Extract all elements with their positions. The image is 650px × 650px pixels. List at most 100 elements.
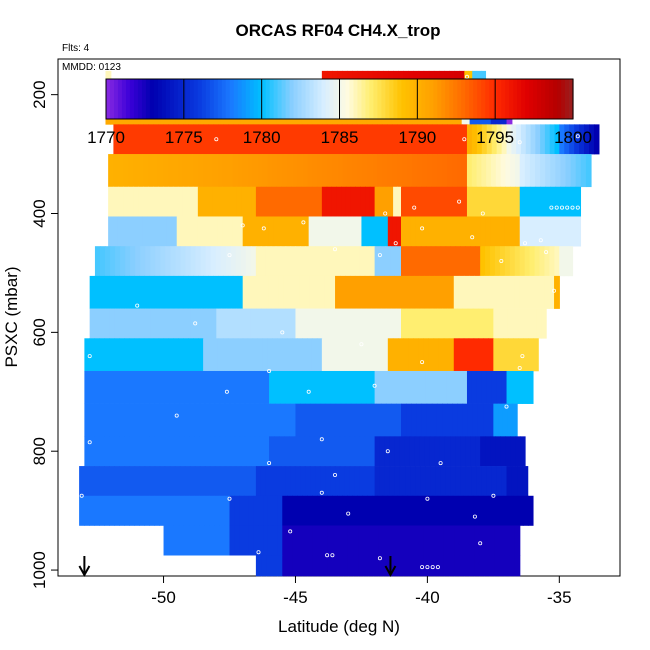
heatmap-cell xyxy=(184,370,190,404)
heatmap-cell xyxy=(157,154,164,188)
heatmap-cell xyxy=(109,495,115,526)
observation-point xyxy=(261,226,266,231)
heatmap-cell xyxy=(119,466,126,497)
heatmap-cell xyxy=(412,495,419,526)
colorbar-cell xyxy=(189,79,195,119)
heatmap-cell xyxy=(165,246,171,277)
heatmap-cell xyxy=(442,495,449,526)
heatmap-cell xyxy=(178,338,184,372)
heatmap-cell xyxy=(409,275,415,309)
heatmap-cell xyxy=(335,275,341,309)
heatmap-cell xyxy=(204,370,210,404)
heatmap-cell xyxy=(372,154,378,188)
heatmap-cell xyxy=(319,275,326,309)
heatmap-cell xyxy=(500,154,506,188)
heatmap-cell xyxy=(344,370,351,404)
heatmap-cell xyxy=(335,246,341,277)
heatmap-cell xyxy=(470,216,476,247)
heatmap-cell xyxy=(388,186,394,217)
heatmap-cell xyxy=(408,338,414,372)
heatmap-cell xyxy=(392,495,399,526)
heatmap-cell xyxy=(269,370,275,404)
heatmap-cell xyxy=(222,338,229,372)
heatmap-cell xyxy=(291,186,298,217)
observation-point xyxy=(470,235,475,240)
heatmap-cell xyxy=(264,370,270,404)
heatmap-cell xyxy=(104,308,111,339)
heatmap-cell xyxy=(340,308,347,339)
heatmap-cell xyxy=(163,124,169,155)
colorbar-cell xyxy=(441,79,446,119)
observation-point xyxy=(570,205,575,210)
heatmap-cell xyxy=(496,124,503,155)
colorbar-cell xyxy=(373,79,379,119)
heatmap-cell xyxy=(476,154,482,188)
heatmap-cell xyxy=(436,308,443,339)
heatmap-cell xyxy=(173,275,180,309)
colorbar-cell xyxy=(157,79,163,119)
heatmap-cell xyxy=(217,338,224,372)
heatmap-cell xyxy=(94,308,101,339)
heatmap-cell xyxy=(243,525,250,556)
heatmap-cell xyxy=(550,186,556,217)
heatmap-cell xyxy=(108,154,114,188)
heatmap-cell xyxy=(529,186,536,217)
colorbar-cell xyxy=(413,79,418,119)
observation-point xyxy=(385,449,390,454)
heatmap-cell xyxy=(506,370,513,404)
heatmap-cell xyxy=(476,370,483,404)
heatmap-cell xyxy=(245,466,252,497)
colorbar-cell xyxy=(289,79,295,119)
heatmap-cell xyxy=(286,186,292,217)
colorbar-cell xyxy=(513,79,518,119)
heatmap-cell xyxy=(345,186,352,217)
heatmap-cell xyxy=(570,216,576,247)
heatmap-cell xyxy=(247,124,254,155)
heatmap-cell xyxy=(173,525,180,556)
heatmap-cell xyxy=(367,124,373,155)
heatmap-cell xyxy=(295,308,302,339)
heatmap-cell xyxy=(545,154,551,188)
heatmap-cell xyxy=(158,338,165,372)
heatmap-cell xyxy=(272,525,279,556)
heatmap-cell xyxy=(420,246,427,277)
heatmap-cell xyxy=(441,186,448,217)
colorbar-cell xyxy=(445,79,450,119)
colorbar-cell xyxy=(489,79,494,119)
heatmap-cell xyxy=(450,466,457,497)
heatmap-cell xyxy=(239,370,245,404)
heatmap-cell xyxy=(143,186,149,217)
heatmap-cell xyxy=(433,525,440,556)
heatmap-cell xyxy=(435,246,442,277)
observation-point xyxy=(504,404,509,409)
heatmap-cell xyxy=(271,186,277,217)
observation-point xyxy=(372,383,377,388)
heatmap-cell xyxy=(347,124,354,155)
heatmap-cell xyxy=(183,338,189,372)
heatmap-cell xyxy=(222,216,229,247)
heatmap-cell xyxy=(89,275,96,309)
heatmap-cell xyxy=(219,436,225,467)
heatmap-cell xyxy=(163,338,170,372)
heatmap-cell xyxy=(247,216,254,247)
heatmap-cell xyxy=(174,370,180,404)
chart-title: ORCAS RF04 CH4.X_trop xyxy=(236,21,441,40)
heatmap-cell xyxy=(469,275,475,309)
heatmap-cell xyxy=(253,495,259,526)
heatmap-cell xyxy=(226,186,233,217)
heatmap-cell xyxy=(214,436,220,467)
heatmap-cell xyxy=(89,466,95,497)
heatmap-cell xyxy=(134,403,141,437)
heatmap-cell xyxy=(219,525,226,556)
colorbar-cell xyxy=(549,79,554,119)
heatmap-cell xyxy=(415,370,422,404)
observation-point xyxy=(267,368,272,373)
heatmap-cell xyxy=(248,525,255,556)
colorbar-cell xyxy=(341,79,347,119)
heatmap-cell xyxy=(239,495,245,526)
observation-point xyxy=(557,315,562,320)
heatmap-cell xyxy=(502,308,509,339)
heatmap-cell xyxy=(108,216,114,247)
heatmap-cell xyxy=(499,216,506,247)
heatmap-cell xyxy=(499,555,506,577)
